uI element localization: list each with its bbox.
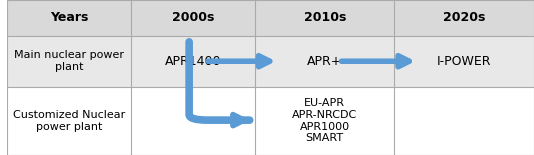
Bar (7, 0, 534, 36)
Text: Customized Nuclear
power plant: Customized Nuclear power plant (13, 110, 125, 132)
Text: 2000s: 2000s (172, 11, 214, 24)
Text: Years: Years (50, 11, 89, 24)
Text: APR1400: APR1400 (165, 55, 221, 68)
Text: APR+: APR+ (307, 55, 342, 68)
Text: 2020s: 2020s (443, 11, 485, 24)
Bar (7, 87, 534, 155)
Text: 2010s: 2010s (303, 11, 346, 24)
Text: Main nuclear power
plant: Main nuclear power plant (14, 50, 124, 72)
Text: EU-APR
APR-NRCDC
APR1000
SMART: EU-APR APR-NRCDC APR1000 SMART (292, 98, 357, 143)
Text: I-POWER: I-POWER (437, 55, 491, 68)
Bar (7, 36, 534, 87)
